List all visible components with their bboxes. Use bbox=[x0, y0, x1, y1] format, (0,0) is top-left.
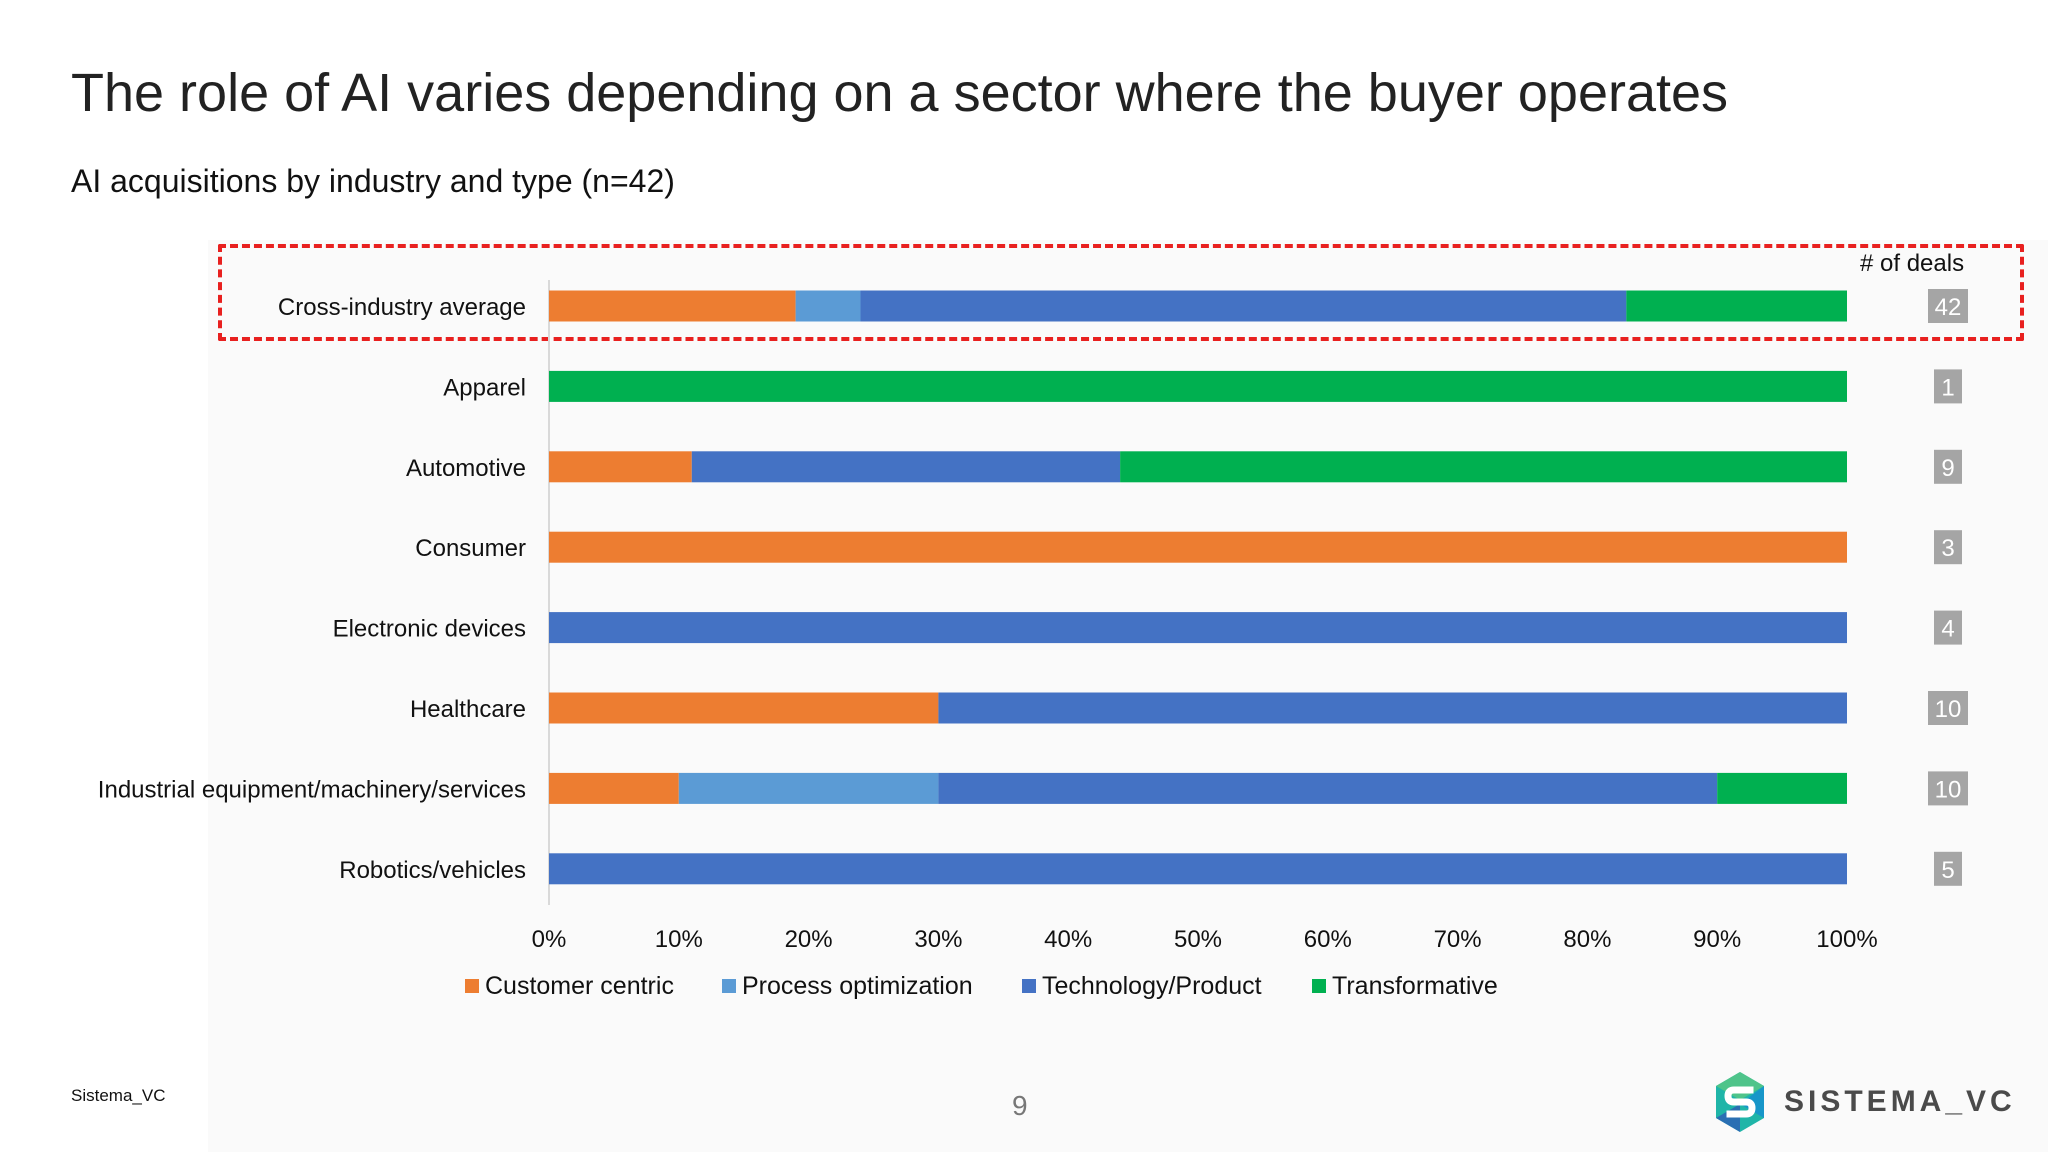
deals-badge-industrial-equipment-machinery-services bbox=[1928, 771, 1968, 806]
bar-industrial-equipment-machinery-services-transformative bbox=[1717, 772, 1847, 804]
deals-value-cross-industry-average: 42 bbox=[1935, 294, 1962, 321]
legend-swatch-process-optimization bbox=[722, 979, 736, 993]
deals-badge-consumer bbox=[1934, 530, 1962, 565]
bar-electronic-devices-technology-product bbox=[549, 612, 1847, 644]
page-title: The role of AI varies depending on a sec… bbox=[71, 63, 1729, 123]
bar-cross-industry-average-process-optimization bbox=[795, 290, 861, 322]
hexagon-s-logo-icon bbox=[1716, 1072, 1764, 1132]
deals-badge-apparel bbox=[1934, 369, 1962, 404]
footer-source: Sistema_VC bbox=[71, 1086, 166, 1105]
deals-badge-healthcare bbox=[1928, 691, 1968, 725]
legend-label-transformative: Transformative bbox=[1332, 972, 1498, 1000]
category-label-electronic-devices: Electronic devices bbox=[333, 616, 526, 643]
x-tick-label: 0% bbox=[532, 926, 567, 953]
deals-badge-automotive bbox=[1934, 449, 1962, 484]
x-tick-label: 90% bbox=[1693, 926, 1741, 953]
x-tick-label: 10% bbox=[655, 926, 703, 953]
bar-consumer-customer-centric bbox=[549, 531, 1847, 563]
category-label-cross-industry-average: Cross-industry average bbox=[278, 294, 526, 321]
bar-cross-industry-average-technology-product bbox=[860, 290, 1627, 322]
legend-swatch-customer-centric bbox=[465, 979, 479, 993]
legend-label-process-optimization: Process optimization bbox=[742, 972, 973, 1000]
page-number: 9 bbox=[1012, 1090, 1028, 1121]
category-label-automotive: Automotive bbox=[406, 455, 526, 482]
category-label-robotics-vehicles: Robotics/vehicles bbox=[339, 857, 526, 884]
bar-industrial-equipment-machinery-services-technology-product bbox=[938, 772, 1718, 804]
category-label-consumer: Consumer bbox=[415, 535, 526, 562]
legend-swatch-transformative bbox=[1312, 979, 1326, 993]
bar-healthcare-customer-centric bbox=[549, 692, 939, 724]
deals-value-robotics-vehicles: 5 bbox=[1941, 857, 1954, 884]
deals-value-consumer: 3 bbox=[1941, 535, 1954, 562]
deals-value-automotive: 9 bbox=[1941, 455, 1954, 482]
deals-badge-electronic-devices bbox=[1934, 610, 1962, 645]
bar-cross-industry-average-customer-centric bbox=[549, 290, 796, 322]
bar-industrial-equipment-machinery-services-process-optimization bbox=[678, 772, 939, 804]
bar-automotive-technology-product bbox=[691, 451, 1121, 483]
category-label-apparel: Apparel bbox=[443, 374, 526, 401]
x-tick-label: 30% bbox=[914, 926, 962, 953]
stacked-bar-chart: Cross-industry average 42 Apparel 1 Automoti… bbox=[98, 280, 1968, 1000]
category-label-healthcare: Healthcare bbox=[410, 696, 526, 723]
bar-cross-industry-average-transformative bbox=[1626, 290, 1847, 322]
bar-robotics-vehicles-technology-product bbox=[549, 853, 1847, 885]
x-tick-label: 40% bbox=[1044, 926, 1092, 953]
deals-badge-robotics-vehicles bbox=[1934, 851, 1962, 886]
x-tick-label: 50% bbox=[1174, 926, 1222, 953]
legend-label-technology-product: Technology/Product bbox=[1042, 972, 1262, 1000]
deals-value-electronic-devices: 4 bbox=[1941, 616, 1954, 643]
deals-value-apparel: 1 bbox=[1941, 374, 1954, 401]
legend-label-customer-centric: Customer centric bbox=[485, 972, 674, 1000]
x-tick-label: 20% bbox=[785, 926, 833, 953]
bar-automotive-transformative bbox=[1120, 451, 1847, 483]
highlight-box-cross-industry bbox=[218, 244, 2024, 341]
legend-swatch-technology-product bbox=[1022, 979, 1036, 993]
deals-value-industrial-equipment-machinery-services: 10 bbox=[1935, 776, 1962, 803]
bar-industrial-equipment-machinery-services-customer-centric bbox=[549, 772, 679, 804]
x-tick-label: 80% bbox=[1563, 926, 1611, 953]
x-tick-label: 60% bbox=[1304, 926, 1352, 953]
bar-automotive-customer-centric bbox=[549, 451, 692, 483]
deals-badge-cross-industry-average bbox=[1928, 289, 1968, 323]
bar-healthcare-technology-product bbox=[938, 692, 1847, 724]
chart-subtitle: AI acquisitions by industry and type (n=… bbox=[71, 163, 675, 199]
brand-name: SISTEMA_VC bbox=[1784, 1085, 2016, 1118]
x-tick-label: 70% bbox=[1434, 926, 1482, 953]
brand-logo: SISTEMA_VC bbox=[1712, 1068, 2016, 1136]
deals-value-healthcare: 10 bbox=[1935, 696, 1962, 723]
deals-column-header: # of deals bbox=[1860, 250, 1965, 277]
bar-apparel-transformative bbox=[549, 370, 1847, 402]
x-tick-label: 100% bbox=[1816, 926, 1877, 953]
category-label-industrial-equipment-machinery-services: Industrial equipment/machinery/services bbox=[98, 776, 526, 803]
